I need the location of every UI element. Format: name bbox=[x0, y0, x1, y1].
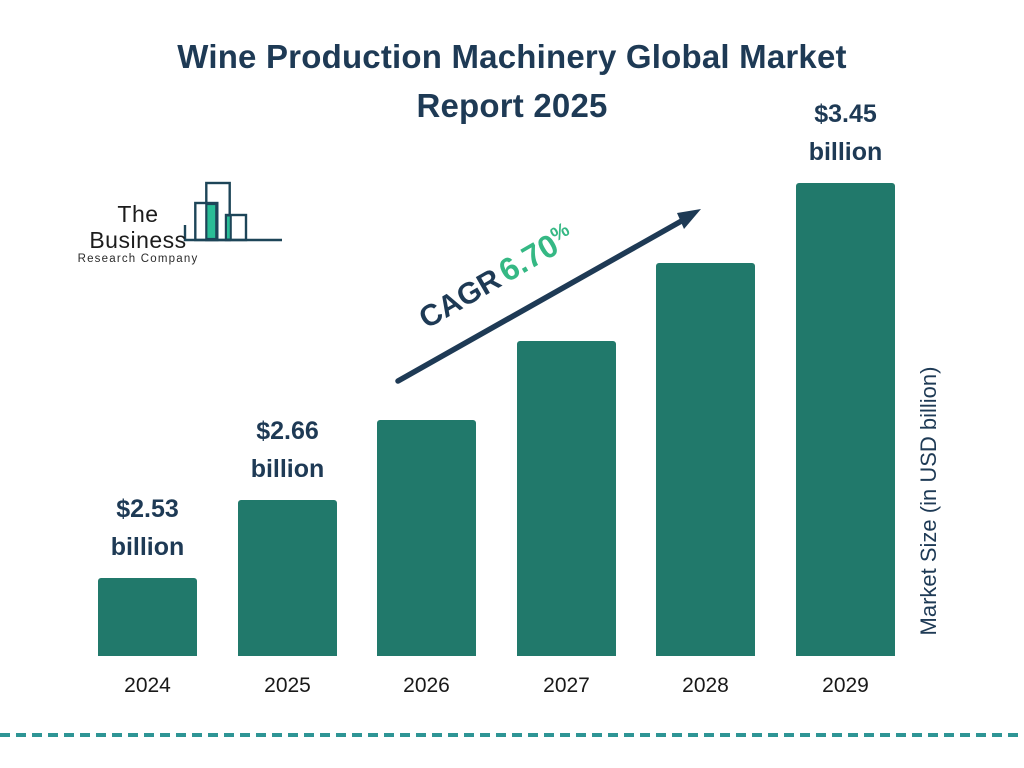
y-axis-label: Market Size (in USD billion) bbox=[916, 366, 941, 636]
bar-value-line2: billion bbox=[808, 138, 883, 166]
x-axis-label: 2029 bbox=[822, 674, 869, 697]
chart-title: Wine Production Machinery Global Market … bbox=[0, 32, 1024, 130]
logo-text: The Business Research Company bbox=[75, 201, 201, 266]
bar-value-label: $2.53 billion bbox=[78, 490, 217, 566]
x-axis-label: 2028 bbox=[682, 674, 729, 697]
chart-title-line1: Wine Production Machinery Global Market bbox=[177, 38, 847, 75]
x-axis-label: 2025 bbox=[264, 674, 311, 697]
logo-bars-icon bbox=[183, 181, 282, 242]
cagr-label: CAGR bbox=[413, 262, 507, 336]
x-axis-label: 2026 bbox=[403, 674, 450, 697]
bar bbox=[517, 341, 616, 656]
chart-title-line2: Report 2025 bbox=[416, 87, 608, 124]
bottom-dashed-divider bbox=[0, 733, 1024, 737]
bar-value-line2: billion bbox=[110, 533, 185, 561]
logo: The Business Research Company bbox=[75, 168, 290, 265]
bar bbox=[98, 578, 197, 656]
bar bbox=[796, 183, 895, 656]
logo-name: The Business bbox=[89, 201, 187, 253]
bar-value-label: $3.45 billion bbox=[776, 95, 915, 171]
logo-subname: Research Company bbox=[77, 253, 199, 265]
x-axis-label: 2027 bbox=[543, 674, 590, 697]
bar bbox=[656, 263, 755, 656]
bar-value-line2: billion bbox=[250, 455, 325, 483]
cagr-annotation: CAGR 6.70% bbox=[383, 201, 613, 359]
bar-value-label: $2.66 billion bbox=[218, 412, 357, 488]
x-axis-label: 2024 bbox=[124, 674, 171, 697]
bar-value-line1: $2.66 bbox=[256, 417, 319, 445]
bar-value-line1: $3.45 bbox=[814, 100, 877, 128]
bar-value-line1: $2.53 bbox=[116, 495, 179, 523]
bar bbox=[238, 500, 337, 656]
bar bbox=[377, 420, 476, 656]
